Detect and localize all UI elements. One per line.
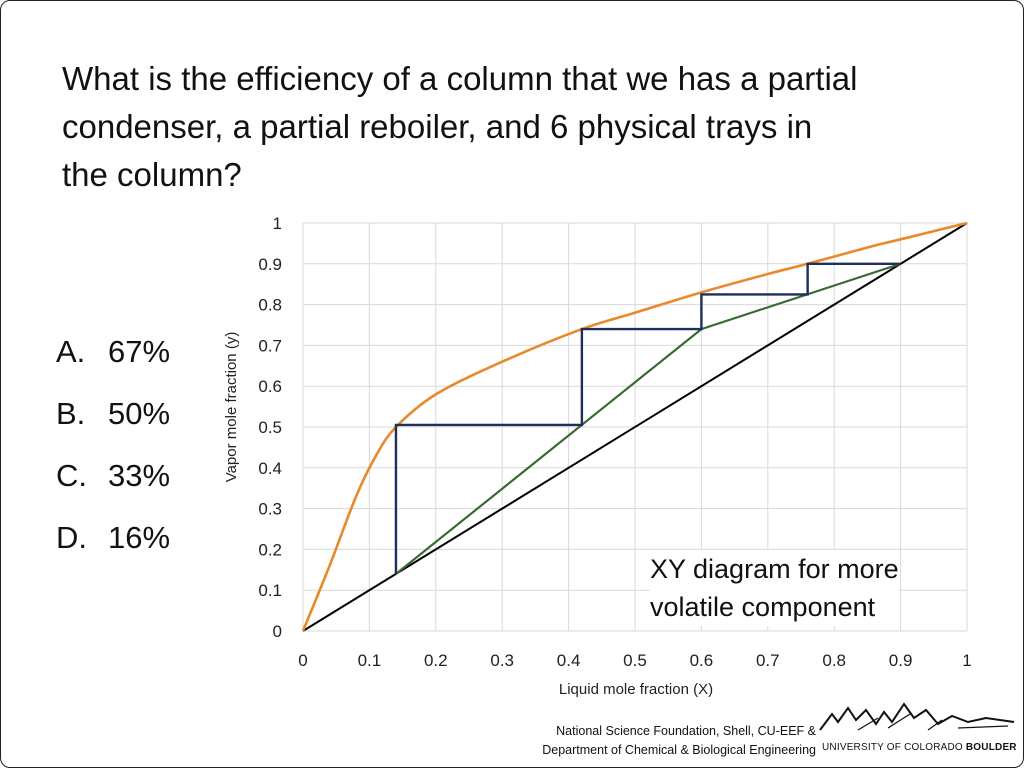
x-tick-label: 1 (962, 651, 971, 670)
option-text: 67% (108, 334, 171, 369)
y-tick-label: 0.8 (258, 296, 282, 315)
x-tick-label: 0.6 (690, 651, 714, 670)
question-line-1: What is the efficiency of a column that … (62, 60, 858, 97)
option-letter: D. (56, 520, 87, 555)
footer-line-2: Department of Chemical & Biological Engi… (542, 743, 816, 757)
footer-credits: National Science Foundation, Shell, CU-E… (542, 722, 816, 760)
option-c[interactable]: C. 33% (56, 454, 170, 516)
answer-options: A. 67% B. 50% C. 33% D. 16% (56, 330, 170, 578)
x-tick-label: 0.1 (358, 651, 382, 670)
footer-line-1: National Science Foundation, Shell, CU-E… (556, 724, 816, 738)
option-d[interactable]: D. 16% (56, 516, 170, 578)
x-tick-label: 0.9 (889, 651, 913, 670)
question-line-2: condenser, a partial reboiler, and 6 phy… (62, 108, 813, 145)
stage-steps (394, 262, 901, 574)
university-name: UNIVERSITY OF COLORADO BOULDER (822, 742, 1017, 753)
university-name-regular: UNIVERSITY OF COLORADO (822, 742, 966, 753)
option-b[interactable]: B. 50% (56, 392, 170, 454)
caption-line-1: XY diagram for more (650, 554, 899, 584)
option-letter: A. (56, 334, 86, 369)
x-tick-label: 0.3 (490, 651, 514, 670)
y-tick-label: 0.7 (258, 336, 282, 355)
x-tick-label: 0.7 (756, 651, 780, 670)
y-tick-label: 0.4 (258, 459, 282, 478)
y-tick-label: 0 (273, 622, 282, 641)
x-tick-label: 0.8 (822, 651, 846, 670)
y-tick-label: 0.1 (258, 581, 282, 600)
option-letter: B. (56, 396, 86, 431)
question-text: What is the efficiency of a column that … (62, 55, 982, 199)
chart-grid (302, 222, 968, 632)
y-tick-label: 0.2 (258, 540, 282, 559)
x-tick-label: 0 (298, 651, 307, 670)
x-tick-label: 0.2 (424, 651, 448, 670)
caption-line-2: volatile component (650, 592, 876, 622)
y-tick-label: 1 (273, 214, 282, 233)
option-a[interactable]: A. 67% (56, 330, 170, 392)
mountain-logo-icon (819, 702, 1015, 731)
y-tick-label: 0.6 (258, 377, 282, 396)
x-tick-label: 0.5 (623, 651, 647, 670)
option-text: 33% (108, 458, 171, 493)
chart-axis-labels: 0 0.1 0.2 0.3 0.4 0.5 0.6 0.7 0.8 0.9 1 0 0.1 0.2 0.3 0… (258, 214, 971, 670)
y-axis-label: Vapor mole fraction (y) (223, 332, 240, 483)
x-axis-label: Liquid mole fraction (X) (559, 681, 713, 698)
university-name-bold: BOULDER (965, 742, 1017, 753)
chart-caption: XY diagram for more volatile component (650, 550, 899, 626)
option-text: 16% (108, 520, 171, 555)
x-tick-label: 0.4 (557, 651, 581, 670)
y-tick-label: 0.5 (258, 418, 282, 437)
diagonal-line (302, 222, 968, 632)
y-tick-label: 0.3 (258, 500, 282, 519)
y-tick-label: 0.9 (258, 255, 282, 274)
option-text: 50% (108, 396, 171, 431)
chart-series (301, 221, 968, 632)
option-letter: C. (56, 458, 87, 493)
question-line-3: the column? (62, 156, 242, 193)
